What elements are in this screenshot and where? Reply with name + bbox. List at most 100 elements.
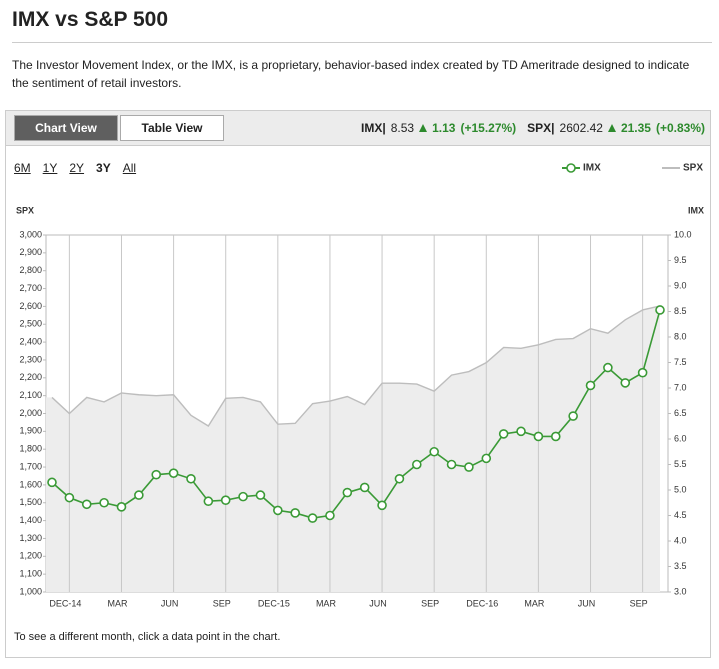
y2-tick-label: 3.5 xyxy=(674,561,687,571)
data-point[interactable] xyxy=(186,473,196,484)
data-point[interactable] xyxy=(99,497,109,508)
data-point[interactable] xyxy=(64,492,75,503)
x-tick-label: MAR xyxy=(524,598,545,608)
data-point[interactable] xyxy=(81,499,92,510)
y2-tick-label: 4.5 xyxy=(674,510,687,520)
y-tick-label: 2,100 xyxy=(19,390,42,400)
up-arrow xyxy=(607,124,616,132)
y-tick-label: 2,800 xyxy=(19,265,42,275)
data-point[interactable] xyxy=(655,305,665,315)
x-tick-label: SEP xyxy=(213,598,231,608)
divider xyxy=(12,42,712,43)
data-point[interactable] xyxy=(220,495,231,506)
x-tick-label: JUN xyxy=(369,598,387,608)
x-tick-label: JUN xyxy=(578,598,596,608)
data-point[interactable] xyxy=(238,491,248,502)
footnote: To see a different month, click a data p… xyxy=(14,631,281,643)
range-selector: 6M 1Y 2Y 3Y All xyxy=(14,161,136,175)
data-point[interactable] xyxy=(516,426,526,437)
data-point[interactable] xyxy=(273,505,283,516)
data-point[interactable] xyxy=(255,490,266,500)
y2-tick-label: 8.5 xyxy=(674,306,687,316)
range-link[interactable]: 6M xyxy=(14,161,31,175)
y-tick-label: 2,200 xyxy=(19,372,42,382)
data-point[interactable] xyxy=(498,429,509,439)
data-point[interactable] xyxy=(481,453,492,464)
series-line xyxy=(51,305,661,427)
y2-tick-label: 4.0 xyxy=(674,535,687,545)
y-tick-label: 1,300 xyxy=(19,533,42,543)
y2-axis-title: IMX xyxy=(688,205,704,215)
quote-label: IMX| xyxy=(361,121,386,135)
y-tick-label: 2,500 xyxy=(19,319,42,329)
y-tick-label: 2,600 xyxy=(19,301,42,311)
y-tick-label: 3,000 xyxy=(19,229,42,239)
data-point[interactable] xyxy=(637,367,648,378)
y-tick-label: 1,400 xyxy=(19,515,42,525)
data-point[interactable] xyxy=(585,380,596,391)
y-tick-label: 2,000 xyxy=(19,408,42,418)
x-tick-label: MAR xyxy=(316,598,337,608)
data-point[interactable] xyxy=(533,431,544,442)
data-point[interactable] xyxy=(290,508,301,518)
y-tick-label: 1,100 xyxy=(19,569,42,579)
data-point[interactable] xyxy=(359,482,370,493)
data-point[interactable] xyxy=(151,469,162,480)
x-tick-label: SEP xyxy=(421,598,439,608)
data-point[interactable] xyxy=(550,431,561,442)
y-tick-label: 2,700 xyxy=(19,283,42,293)
data-point[interactable] xyxy=(134,490,144,500)
view-button[interactable]: Chart View xyxy=(14,115,118,141)
series-area xyxy=(46,305,660,592)
y-tick-label: 1,600 xyxy=(19,479,42,489)
range-link[interactable]: 1Y xyxy=(42,161,58,175)
y-tick-label: 1,700 xyxy=(19,461,42,471)
data-point[interactable] xyxy=(394,473,405,484)
y-tick-label: 2,900 xyxy=(19,247,42,257)
x-tick-label: MAR xyxy=(107,598,128,608)
y2-tick-label: 10.0 xyxy=(674,229,692,239)
data-point[interactable] xyxy=(464,462,474,472)
legend-label: SPX xyxy=(683,163,703,174)
view-button[interactable]: Table View xyxy=(120,115,224,141)
data-point[interactable] xyxy=(568,411,578,421)
quote-change: 21.35 xyxy=(620,121,651,135)
y2-tick-label: 9.0 xyxy=(674,280,687,290)
data-point[interactable] xyxy=(429,446,439,457)
range-link[interactable]: All xyxy=(122,161,137,175)
y-tick-label: 1,500 xyxy=(19,497,42,507)
x-tick-label: JUN xyxy=(161,598,179,608)
data-point[interactable] xyxy=(411,459,422,470)
y2-tick-label: 5.0 xyxy=(674,484,687,494)
x-tick-label: SEP xyxy=(630,598,648,608)
data-point[interactable] xyxy=(620,378,631,388)
data-point[interactable] xyxy=(325,510,335,521)
quote-value: 8.53 xyxy=(390,121,415,135)
data-point[interactable] xyxy=(168,468,179,478)
data-point[interactable] xyxy=(47,477,57,488)
y2-tick-label: 3.0 xyxy=(674,586,687,596)
y2-tick-label: 7.5 xyxy=(674,357,687,367)
legend-marker xyxy=(566,163,576,173)
up-arrow xyxy=(419,124,428,132)
quote-change: 1.13 xyxy=(432,121,456,135)
range-link[interactable]: 2Y xyxy=(69,161,85,175)
range-link: 3Y xyxy=(96,161,111,175)
data-point[interactable] xyxy=(342,487,353,498)
x-tick-label: DEC-15 xyxy=(258,598,290,608)
quote-label: SPX| xyxy=(527,121,555,135)
x-tick-label: DEC-14 xyxy=(49,598,81,608)
y-tick-label: 1,000 xyxy=(19,586,42,596)
data-point[interactable] xyxy=(446,459,457,470)
quote: IMX| 8.53 1.13 (+15.27%) xyxy=(361,121,516,135)
data-point[interactable] xyxy=(377,500,387,511)
data-point[interactable] xyxy=(116,502,127,512)
data-point[interactable] xyxy=(603,362,613,373)
panel xyxy=(5,110,711,658)
y2-tick-label: 9.5 xyxy=(674,255,687,265)
y2-tick-label: 8.0 xyxy=(674,331,687,341)
y2-tick-label: 6.5 xyxy=(674,408,687,418)
data-point[interactable] xyxy=(203,496,214,507)
data-point[interactable] xyxy=(307,513,318,523)
